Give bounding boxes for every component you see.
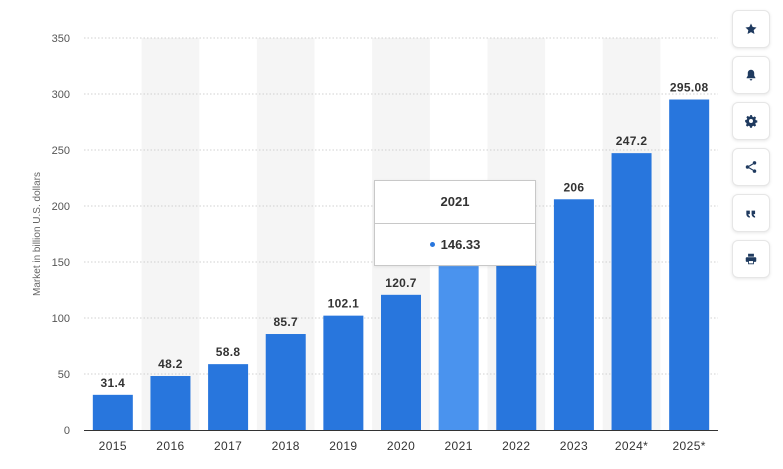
tooltip-title: 2021 bbox=[375, 181, 535, 224]
data-label-2019: 102.1 bbox=[328, 297, 360, 311]
y-axis-title: Market in billion U.S. dollars bbox=[32, 172, 43, 296]
star-icon bbox=[745, 23, 757, 35]
bar-2015[interactable] bbox=[92, 394, 133, 430]
y-tick-label: 200 bbox=[52, 201, 70, 213]
data-label-2018: 85.7 bbox=[273, 315, 298, 329]
bar-2025*[interactable] bbox=[669, 99, 710, 430]
x-tick-label-2020: 2020 bbox=[387, 439, 415, 453]
chart-toolbar bbox=[732, 10, 772, 286]
y-tick-label: 350 bbox=[52, 33, 70, 45]
x-tick-label-2023: 2023 bbox=[560, 439, 588, 453]
x-tick-label-2021: 2021 bbox=[444, 439, 472, 453]
data-label-2025*: 295.08 bbox=[670, 81, 709, 95]
share-button[interactable] bbox=[732, 148, 770, 186]
bar-2016[interactable] bbox=[150, 376, 191, 430]
tooltip-series-dot bbox=[429, 242, 435, 248]
tooltip-value: 146.33 bbox=[440, 237, 481, 252]
x-tick-label-2015: 2015 bbox=[99, 439, 127, 453]
y-tick-label: 300 bbox=[52, 89, 70, 101]
tooltip-value-row: 146.33 bbox=[375, 224, 535, 266]
favorite-button[interactable] bbox=[732, 10, 770, 48]
y-tick-label: 100 bbox=[52, 313, 70, 325]
print-icon bbox=[745, 253, 757, 265]
x-tick-label-2016: 2016 bbox=[156, 439, 184, 453]
data-label-2023: 206 bbox=[563, 180, 584, 194]
bar-2020[interactable] bbox=[381, 294, 421, 430]
x-tick-label-2019: 2019 bbox=[329, 439, 357, 453]
x-tick-label-2022: 2022 bbox=[502, 439, 530, 453]
data-label-2024*: 247.2 bbox=[616, 134, 648, 148]
x-tick-label-2025*: 2025* bbox=[672, 439, 705, 453]
data-label-2016: 48.2 bbox=[158, 357, 183, 371]
y-tick-label: 50 bbox=[58, 369, 70, 381]
gear-icon bbox=[745, 115, 758, 128]
x-tick-label-2018: 2018 bbox=[272, 439, 300, 453]
bar-2021[interactable] bbox=[438, 266, 479, 430]
notification-button[interactable] bbox=[732, 56, 770, 94]
band-2016 bbox=[141, 38, 200, 430]
settings-button[interactable] bbox=[732, 102, 770, 140]
bar-2022[interactable] bbox=[496, 263, 537, 430]
data-label-2015: 31.4 bbox=[101, 376, 126, 390]
share-icon bbox=[745, 161, 757, 173]
quote-icon bbox=[746, 210, 756, 218]
chart-tooltip: 2021 146.33 bbox=[374, 180, 536, 266]
bar-2023[interactable] bbox=[553, 199, 594, 430]
bar-2019[interactable] bbox=[323, 315, 364, 430]
bar-2018[interactable] bbox=[265, 334, 306, 430]
data-label-2017: 58.8 bbox=[216, 345, 241, 359]
print-button[interactable] bbox=[732, 240, 770, 278]
y-tick-label: 0 bbox=[64, 425, 70, 437]
bell-icon bbox=[746, 69, 756, 81]
x-tick-label-2017: 2017 bbox=[214, 439, 242, 453]
y-tick-label: 250 bbox=[52, 145, 70, 157]
y-tick-label: 150 bbox=[52, 257, 70, 269]
cite-button[interactable] bbox=[732, 194, 770, 232]
x-tick-label-2024*: 2024* bbox=[615, 439, 648, 453]
bar-2024*[interactable] bbox=[611, 153, 652, 431]
bar-2017[interactable] bbox=[208, 364, 249, 430]
data-label-2020: 120.7 bbox=[385, 276, 417, 290]
